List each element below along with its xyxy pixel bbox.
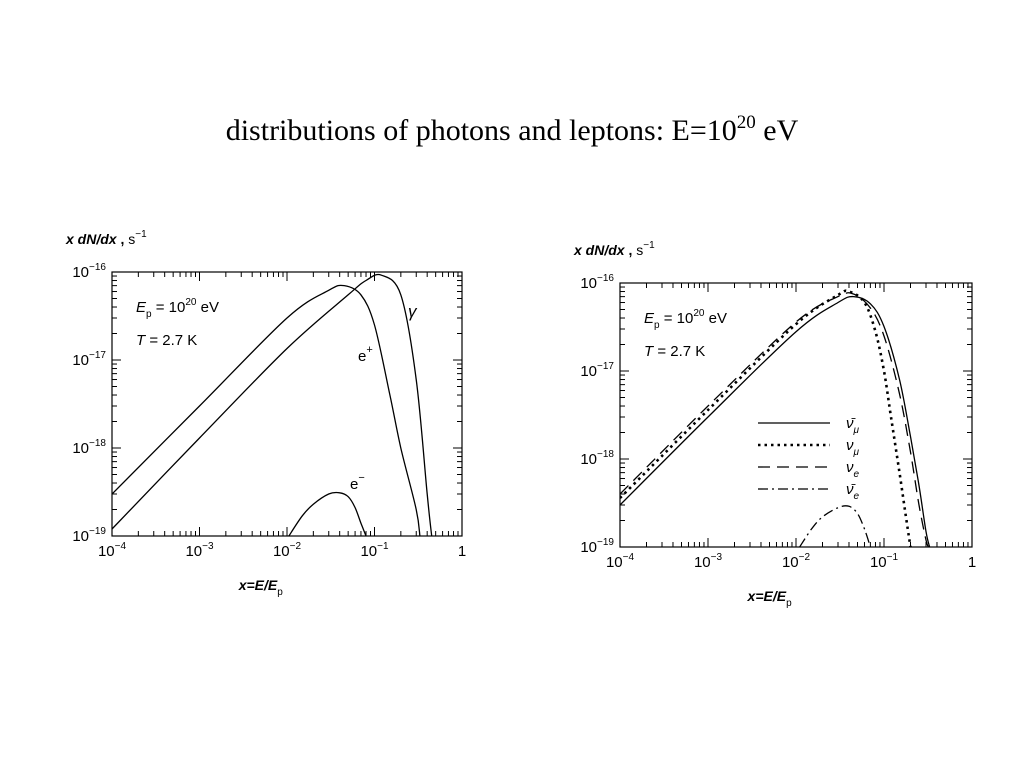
slide-title-exponent: 20 xyxy=(736,112,756,133)
x-tick-label: 10−2 xyxy=(273,541,302,560)
series-line xyxy=(112,273,433,536)
x-tick-label: 1 xyxy=(458,543,466,560)
axis-ticks xyxy=(111,272,462,537)
curve-label: e+ xyxy=(358,344,373,365)
annotation-proton-energy: Ep = 1020 eV xyxy=(136,297,219,320)
series-line xyxy=(288,491,367,536)
x-tick-label: 10−4 xyxy=(98,541,127,560)
y-tick-label: 10−16 xyxy=(72,262,106,281)
y-tick-label: 10−18 xyxy=(72,438,106,457)
x-tick-label: 10−1 xyxy=(360,541,389,560)
slide-title: distributions of photons and leptons: E=… xyxy=(0,112,1024,148)
curve-label: e− xyxy=(350,472,365,493)
curve-label: γ xyxy=(408,302,418,321)
series-line xyxy=(112,284,421,536)
y-tick-label: 10−19 xyxy=(72,526,106,545)
annotation-temperature: T = 2.7 K xyxy=(136,332,197,349)
x-tick-label: 10−3 xyxy=(185,541,214,560)
y-axis-label: x dN/dx , s−1 xyxy=(65,229,147,247)
x-axis-label: x=E/Ep xyxy=(238,577,284,598)
slide-title-prefix: distributions of photons and leptons: E=… xyxy=(225,114,737,147)
y-tick-label: 10−17 xyxy=(72,350,106,369)
slide-title-suffix: eV xyxy=(755,114,799,147)
